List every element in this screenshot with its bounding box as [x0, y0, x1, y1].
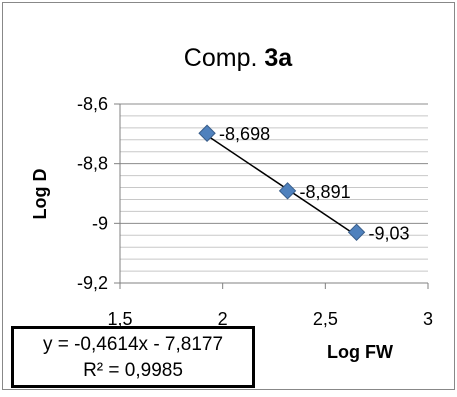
chart-border — [2, 2, 455, 390]
x-axis-label: Log FW — [327, 342, 393, 362]
x-tick-label: 1,5 — [107, 309, 132, 329]
x-tick-label: 2 — [218, 309, 228, 329]
data-label: -8,891 — [300, 182, 351, 202]
trendline-equation: y = -0,4614x - 7,8177 — [42, 334, 224, 355]
chart-title-bold: 3a — [264, 44, 293, 72]
trendline-equation-box: y = -0,4614x - 7,8177 R² = 0,9985 — [11, 326, 255, 388]
chart-title: Comp. 3a — [184, 44, 293, 72]
trendline — [206, 134, 357, 237]
y-axis-label: Log D — [30, 169, 50, 220]
y-tick-label: -8,6 — [77, 94, 108, 114]
trendline-layer — [206, 134, 357, 237]
data-label: -9,03 — [369, 223, 410, 243]
point-layer: -8,698 -8,891 -9,03 — [198, 124, 410, 243]
chart-title-prefix: Comp. — [184, 44, 265, 72]
trendline-r-squared: R² = 0,9985 — [83, 360, 183, 381]
x-tick-label: 2,5 — [313, 309, 338, 329]
axis-layer: -8,6 -8,8 -9 -9,2 1,5 2 2,5 3 — [77, 94, 433, 329]
data-point — [198, 124, 216, 142]
x-tick-label: 3 — [423, 309, 433, 329]
y-tick-label: -9 — [92, 213, 108, 233]
data-point — [347, 223, 366, 241]
y-tick-label: -9,2 — [77, 273, 108, 293]
data-point — [278, 182, 297, 200]
y-tick-label: -8,8 — [77, 154, 108, 174]
data-label: -8,698 — [219, 124, 270, 144]
